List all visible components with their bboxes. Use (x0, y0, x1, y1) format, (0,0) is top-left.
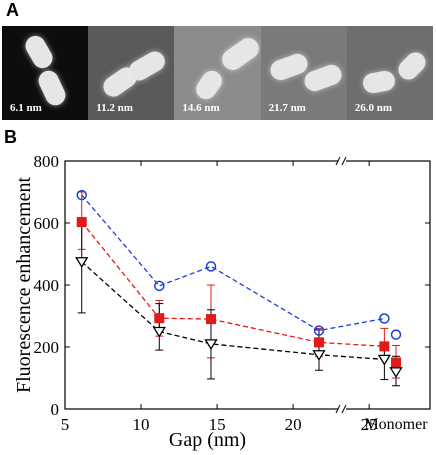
y-tick-label: 200 (34, 338, 60, 357)
micrograph-5: 26.0 nm (346, 26, 433, 120)
panel-a-label: A (6, 0, 19, 20)
data-point-triangle-down (152, 326, 166, 338)
data-point-circle (379, 313, 390, 324)
y-axis-label: Fluorescence enhancement (13, 177, 35, 393)
micrograph-3: 14.6 nm (174, 26, 261, 120)
panel-b-label: B (4, 127, 17, 147)
y-tick-label: 800 (34, 152, 60, 171)
axis-break-mark (335, 156, 341, 166)
data-point-circle (205, 261, 217, 272)
series-line-circle (81, 194, 385, 332)
y-tick-label: 600 (34, 214, 60, 233)
x-tick-label: 15 (209, 415, 226, 434)
micrograph-caption: 11.2 nm (96, 102, 133, 114)
micrograph-caption: 14.6 nm (182, 102, 220, 114)
data-point-square (76, 217, 87, 228)
y-tick-label: 0 (51, 400, 60, 419)
micrograph-1: 6.1 nm (2, 26, 89, 120)
micrograph-caption: 6.1 nm (10, 102, 42, 114)
micrograph-4: 21.7 nm (260, 26, 347, 120)
x-tick-label: 5 (61, 415, 70, 434)
series-line-triangle-down (81, 261, 385, 361)
micrograph-strip: 6.1 nm 11.2 nm 14.6 nm 21.7 nm 26.0 nm (2, 26, 433, 120)
monomer-point-square (391, 357, 401, 368)
x-tick-label: 20 (285, 415, 302, 434)
data-point-circle (154, 280, 165, 292)
data-point-square (154, 313, 165, 324)
series-line-square (81, 221, 385, 348)
data-point-triangle-down (312, 350, 326, 361)
monomer-point-circle (390, 329, 402, 340)
plot-frame (64, 160, 431, 410)
y-tick-label: 400 (34, 276, 60, 295)
data-point-triangle-down (377, 354, 392, 366)
x-tick-label: 10 (133, 415, 150, 434)
monomer-point-triangle-down (389, 367, 403, 379)
data-point-square (313, 337, 324, 348)
data-point-triangle-down (204, 339, 218, 351)
axis-break-mark (341, 404, 347, 414)
x-tick-label: 25 (361, 415, 378, 434)
axis-break-mark (341, 156, 347, 166)
data-point-square (379, 341, 390, 352)
axis-break-gap (338, 157, 346, 165)
x-axis-label: Gap (nm) (169, 429, 246, 451)
data-point-circle (313, 325, 325, 336)
axis-break-mark (335, 404, 341, 414)
data-point-square (206, 314, 216, 325)
x-tick-label-monomer: Monomer (364, 416, 428, 433)
axis-break-gap (338, 405, 346, 413)
micrograph-caption: 21.7 nm (268, 102, 306, 114)
data-point-triangle-down (75, 257, 89, 268)
micrograph-caption: 26.0 nm (354, 102, 393, 114)
data-point-circle (76, 189, 87, 201)
micrograph-2: 11.2 nm (88, 26, 175, 120)
